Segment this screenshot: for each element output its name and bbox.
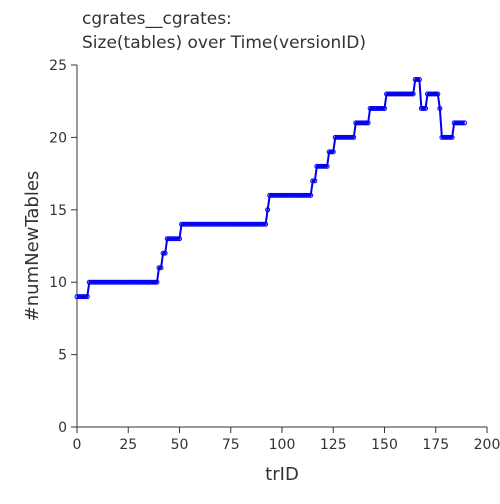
point	[263, 221, 269, 227]
point	[351, 134, 357, 140]
point	[160, 250, 166, 256]
y-tick-label: 20	[49, 130, 67, 146]
point	[152, 279, 158, 285]
point	[363, 120, 369, 126]
point	[154, 279, 160, 285]
point	[174, 236, 180, 242]
y-tick-label: 0	[58, 420, 67, 436]
x-tick-label: 75	[222, 437, 240, 453]
point	[328, 149, 334, 155]
point	[433, 91, 439, 97]
y-tick-label: 25	[49, 58, 67, 74]
x-tick-label: 0	[73, 437, 82, 453]
point	[437, 105, 443, 111]
point	[365, 120, 371, 126]
point	[420, 105, 426, 111]
x-tick-label: 50	[171, 437, 189, 453]
point	[379, 105, 385, 111]
point	[382, 105, 387, 111]
x-tick-label: 100	[269, 437, 296, 453]
y-axis-label: #numNewTables	[22, 171, 43, 322]
point	[416, 76, 422, 82]
chart-title: Size(tables) over Time(versionID)	[82, 33, 366, 53]
point	[306, 192, 312, 198]
point	[322, 163, 328, 169]
point	[447, 134, 453, 140]
y-tick-label: 15	[49, 203, 67, 219]
x-tick-label: 150	[371, 437, 398, 453]
point	[82, 294, 88, 300]
point	[410, 91, 416, 97]
point	[459, 120, 465, 126]
point	[324, 163, 330, 169]
x-tick-label: 175	[422, 437, 449, 453]
point	[162, 250, 168, 256]
x-axis-label: trID	[265, 464, 299, 485]
point	[449, 134, 455, 140]
point	[312, 178, 318, 184]
point	[310, 178, 316, 184]
point	[158, 265, 164, 271]
x-tick-label: 200	[474, 437, 500, 453]
point	[84, 294, 90, 300]
point	[423, 105, 428, 111]
point	[261, 221, 267, 227]
y-tick-label: 5	[58, 348, 67, 364]
series-line	[77, 78, 465, 298]
point	[265, 207, 271, 213]
point	[461, 120, 467, 126]
y-tick-label: 10	[49, 275, 67, 291]
x-tick-label: 125	[320, 437, 347, 453]
x-tick-label: 25	[119, 437, 137, 453]
point	[330, 149, 336, 155]
point	[308, 192, 314, 198]
point	[435, 91, 441, 97]
point	[414, 76, 420, 82]
point	[177, 236, 182, 242]
point	[349, 134, 355, 140]
chart-title: cgrates__cgrates:	[82, 9, 232, 29]
point	[408, 91, 414, 97]
point	[156, 265, 162, 271]
